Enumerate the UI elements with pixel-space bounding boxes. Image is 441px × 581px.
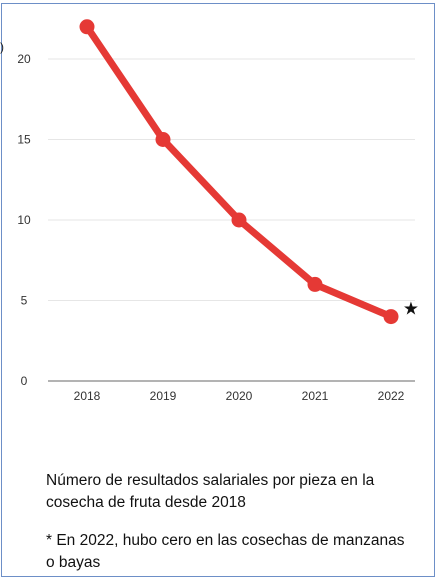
data-point: [307, 276, 323, 292]
data-series: [79, 19, 399, 325]
chart-frame: [1, 3, 435, 577]
star-annotation: ★: [403, 299, 419, 320]
x-tick-label: 2021: [302, 389, 329, 403]
x-tick-label: 2019: [150, 389, 177, 403]
data-point: [79, 19, 95, 35]
y-tick-label: 20: [17, 52, 31, 66]
y-tick-label: 0: [21, 374, 28, 388]
x-tick-label: 2018: [74, 389, 101, 403]
x-tick-label: 2022: [378, 389, 405, 403]
line-chart: 0 5 10 15 20 2018 2019 2020 2021 2022 ★: [17, 19, 419, 403]
data-point: [383, 309, 399, 325]
y-tick-label: 15: [17, 133, 31, 147]
x-tick-labels: 2018 2019 2020 2021 2022: [74, 389, 405, 403]
annotations: ★: [403, 299, 419, 320]
chart-description: Número de resultados salariales por piez…: [46, 472, 375, 511]
cropped-text-fragment: ): [0, 40, 4, 54]
chart-footnote: * En 2022, hubo cero en las cosechas de …: [46, 532, 405, 571]
series-line: [83, 23, 395, 321]
data-point: [231, 212, 247, 228]
y-tick-label: 5: [21, 294, 28, 308]
y-tick-label: 10: [17, 213, 31, 227]
y-tick-labels: 0 5 10 15 20: [17, 52, 31, 388]
data-point: [155, 132, 171, 147]
x-tick-label: 2020: [226, 389, 253, 403]
